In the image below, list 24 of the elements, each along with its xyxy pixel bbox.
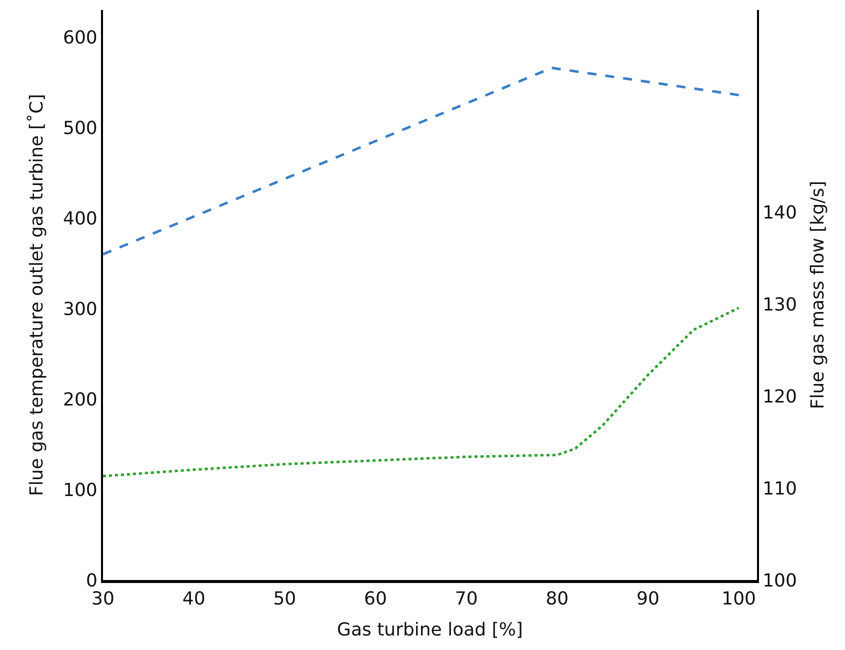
x-tick-label: 100 bbox=[722, 588, 756, 610]
x-axis-title: Gas turbine load [%] bbox=[337, 620, 523, 641]
x-tick-label: 30 bbox=[92, 588, 114, 610]
y2-tick-label: 100 bbox=[762, 570, 797, 592]
y-axis-title: Flue gas temperature outlet gas turbine [˚C] bbox=[26, 94, 48, 496]
y2-axis-title: Flue gas mass flow [kg/s] bbox=[808, 180, 829, 410]
y-tick-label: 600 bbox=[63, 27, 98, 48]
x-tick-label: 70 bbox=[454, 588, 478, 610]
y-tick-label: 0 bbox=[86, 570, 98, 592]
x-tick-label: 90 bbox=[636, 588, 660, 610]
y-tick-label: 500 bbox=[63, 118, 98, 139]
y-tick-label: 200 bbox=[63, 389, 98, 410]
y-tick-label: 400 bbox=[63, 208, 98, 230]
x-tick-label: 50 bbox=[273, 588, 296, 610]
y-tick-label: 300 bbox=[63, 298, 98, 320]
y2-tick-label: 140 bbox=[762, 202, 797, 224]
y2-tick-label: 110 bbox=[762, 478, 797, 500]
y-tick-label: 100 bbox=[63, 480, 98, 501]
x-tick-label: 80 bbox=[546, 588, 569, 610]
line-series bbox=[103, 306, 740, 478]
y2-tick-label: 120 bbox=[762, 386, 797, 408]
y2-tick-label: 130 bbox=[762, 294, 797, 316]
x-tick-label: 60 bbox=[364, 588, 387, 610]
x-tick-label: 40 bbox=[182, 588, 206, 610]
